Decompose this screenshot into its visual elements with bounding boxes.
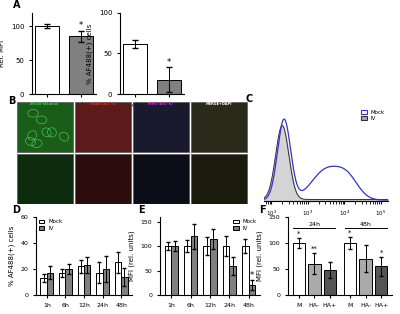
Y-axis label: % AF488(+) cells: % AF488(+) cells [8, 226, 15, 286]
Bar [171, 246, 178, 295]
Bar [132, 154, 189, 204]
Bar [324, 270, 336, 295]
Bar [96, 273, 102, 295]
Bar [210, 239, 217, 295]
Bar [293, 243, 305, 295]
Text: E: E [138, 205, 145, 215]
Text: **: ** [311, 246, 318, 252]
Text: D: D [12, 205, 20, 215]
Bar [190, 154, 247, 204]
Text: IV: IV [11, 176, 15, 180]
Bar [184, 246, 191, 295]
Y-axis label: % AF488(+) cells: % AF488(+) cells [87, 23, 93, 84]
Bar [121, 277, 128, 295]
Text: B: B [8, 96, 15, 106]
Legend: Mock, IV: Mock, IV [361, 110, 385, 121]
Text: *: * [79, 21, 83, 30]
Bar [344, 243, 356, 295]
Text: 24h: 24h [308, 222, 320, 227]
Text: AF488-albumin: AF488-albumin [30, 102, 60, 106]
Y-axis label: MFI (rel. units): MFI (rel. units) [129, 230, 135, 281]
Text: *: * [167, 58, 171, 67]
Bar [16, 154, 73, 204]
Y-axis label: MFI (rel. units): MFI (rel. units) [257, 230, 263, 281]
Bar [164, 246, 171, 295]
Bar [123, 44, 147, 94]
Text: 48h: 48h [360, 222, 372, 227]
Bar [229, 266, 236, 295]
Text: C: C [246, 94, 253, 104]
Legend: Mock, IV: Mock, IV [233, 219, 257, 230]
Bar [74, 154, 131, 204]
Bar [16, 102, 73, 152]
Bar [40, 278, 47, 295]
Bar [59, 273, 66, 295]
Legend: Mock, IV: Mock, IV [39, 219, 63, 230]
Bar [84, 265, 90, 295]
Bar [249, 285, 256, 295]
Text: MERGE+DAPI: MERGE+DAPI [206, 102, 232, 106]
Bar [47, 273, 53, 295]
Bar [35, 26, 59, 94]
Bar [78, 266, 84, 295]
Text: RAB8 (ATC-6): RAB8 (ATC-6) [90, 102, 116, 106]
Bar [191, 236, 198, 295]
Text: *: * [348, 230, 352, 236]
Bar [74, 102, 131, 152]
X-axis label: AF488-albumin: AF488-albumin [302, 224, 350, 229]
Text: Mock: Mock [11, 121, 15, 132]
Bar [222, 246, 229, 295]
Bar [132, 102, 189, 152]
Bar [69, 36, 93, 94]
Bar [102, 269, 109, 295]
Y-axis label: Rel. MFI: Rel. MFI [0, 40, 5, 67]
Bar [308, 264, 320, 295]
Bar [66, 269, 72, 295]
Text: *: * [380, 250, 383, 256]
Text: A: A [13, 1, 20, 10]
Bar [360, 258, 372, 295]
Bar [242, 246, 249, 295]
Text: *: * [250, 271, 254, 280]
Text: *: * [297, 230, 300, 236]
Bar [157, 79, 181, 94]
Bar [115, 263, 121, 295]
Text: F: F [259, 205, 266, 215]
Text: MFG (ATC-6): MFG (ATC-6) [148, 102, 174, 106]
Bar [190, 102, 247, 152]
Bar [203, 246, 210, 295]
Bar [375, 266, 387, 295]
